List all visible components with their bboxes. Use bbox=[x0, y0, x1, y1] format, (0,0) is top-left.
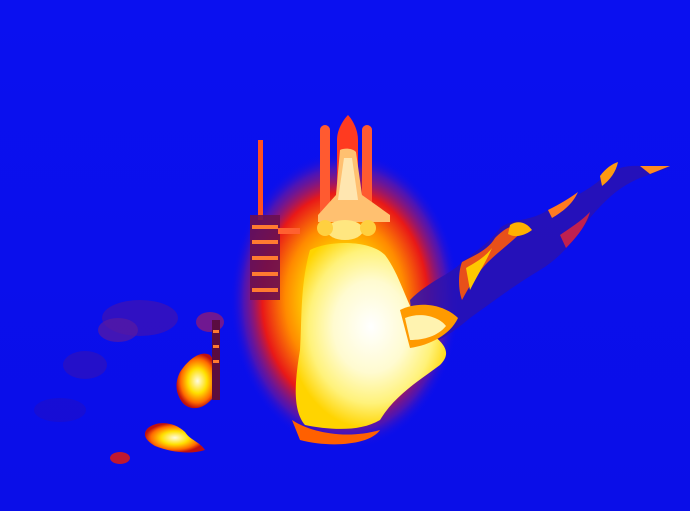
exhaust-plume bbox=[292, 243, 458, 445]
launch-tower bbox=[250, 140, 300, 300]
space-shuttle bbox=[317, 115, 390, 240]
left-fire-cloud bbox=[110, 320, 220, 464]
right-cloud-trail bbox=[410, 162, 670, 346]
